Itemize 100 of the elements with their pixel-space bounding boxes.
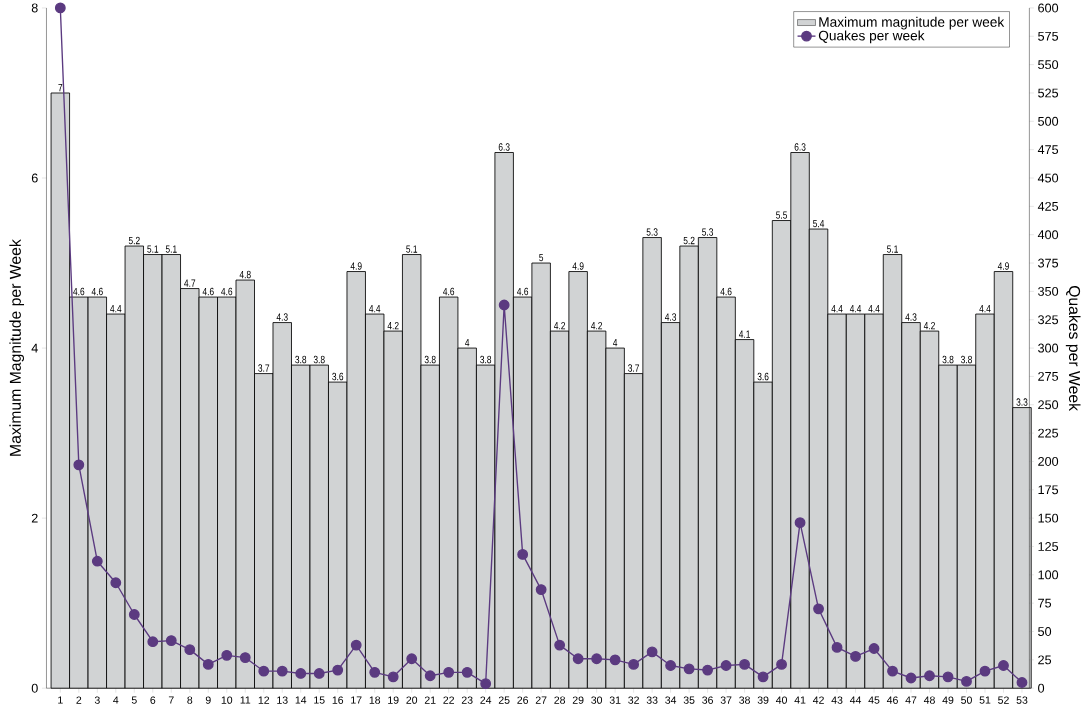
x-tick-label: 13 (277, 696, 288, 704)
x-tick-label: 11 (240, 696, 251, 704)
point (794, 517, 806, 528)
data-label: 3.8 (960, 355, 972, 364)
point (128, 608, 140, 620)
data-label: 4.4 (979, 304, 991, 313)
x-tick-label: 53 (1016, 696, 1028, 704)
point (184, 644, 196, 655)
y2-tick-label: 250 (1038, 400, 1059, 410)
x-tick-label: 24 (480, 696, 492, 704)
x-tick-label: 47 (905, 696, 917, 704)
x-tick-label: 14 (295, 696, 307, 704)
point (369, 666, 381, 678)
y2-tick-label: 500 (1038, 116, 1059, 126)
x-tick-label: 37 (720, 696, 732, 704)
x-tick-label: 23 (461, 696, 473, 704)
data-label: 5.1 (147, 245, 159, 253)
point (720, 659, 732, 671)
point (350, 639, 362, 651)
point (110, 577, 122, 589)
data-label: 4.6 (73, 287, 85, 296)
point (609, 654, 621, 666)
x-tick-label: 36 (702, 696, 713, 704)
x-tick-label: 4 (113, 696, 119, 704)
y2-tick-label: 200 (1038, 456, 1059, 466)
x-tick-label: 20 (406, 696, 418, 704)
data-label: 5.1 (165, 245, 177, 253)
data-label: 3.7 (628, 364, 640, 372)
legend-label: Quakes per week (818, 30, 925, 43)
data-label: 4.3 (276, 313, 288, 321)
data-label: 4.4 (849, 304, 862, 313)
x-tick-label: 45 (868, 696, 880, 704)
point (332, 664, 344, 676)
data-label: 5.3 (702, 228, 714, 236)
point (924, 670, 935, 681)
x-tick-label: 27 (535, 696, 547, 704)
y2-tick-label: 25 (1038, 655, 1052, 665)
x-tick-label: 21 (424, 696, 436, 704)
data-label: 4.9 (350, 262, 362, 270)
x-tick-label: 7 (168, 696, 174, 704)
y2-axis-title: Quakes per Week (1065, 285, 1081, 411)
x-tick-label: 43 (831, 696, 843, 704)
point (517, 548, 529, 560)
point (1016, 676, 1028, 688)
point (258, 665, 270, 677)
x-tick-label: 2 (76, 696, 82, 704)
data-label: 4.2 (554, 321, 566, 330)
data-label: 4.6 (91, 287, 103, 296)
y-tick-label: 2 (31, 513, 38, 523)
data-label: 4.6 (443, 287, 455, 296)
y2-tick-label: 350 (1038, 286, 1059, 296)
data-label: 4.6 (202, 287, 214, 296)
point (665, 659, 677, 671)
x-tick-label: 32 (628, 696, 639, 704)
point (313, 667, 325, 679)
data-label: 4 (465, 338, 470, 347)
point (554, 639, 566, 651)
data-label: 3.6 (757, 372, 769, 381)
point (276, 665, 288, 677)
y2-tick-label: 400 (1037, 230, 1059, 239)
y2-tick-label: 450 (1037, 173, 1059, 183)
x-tick-label: 42 (812, 696, 824, 704)
data-label: 3.8 (295, 355, 307, 364)
x-tick-label: 49 (942, 696, 954, 704)
y2-tick-label: 525 (1038, 88, 1059, 98)
x-tick-label: 29 (572, 696, 584, 704)
data-label: 5.3 (646, 228, 658, 236)
x-tick-label: 18 (369, 696, 381, 704)
data-label: 3.3 (1016, 398, 1028, 406)
y2-tick-label: 300 (1038, 343, 1059, 353)
x-tick-label: 38 (739, 696, 750, 704)
x-tick-label: 5 (131, 696, 137, 704)
x-tick-label: 6 (150, 696, 156, 704)
point (165, 635, 177, 646)
x-tick-label: 39 (757, 696, 769, 704)
point (646, 646, 658, 658)
x-tick-label: 46 (886, 696, 898, 704)
x-tick-label: 48 (923, 696, 935, 704)
point (961, 675, 972, 687)
y2-tick-label: 225 (1038, 428, 1059, 438)
x-tick-label: 25 (498, 696, 510, 704)
x-tick-label: 41 (794, 696, 806, 704)
data-label: 5 (539, 253, 544, 262)
x-tick-label: 8 (187, 696, 193, 704)
point (480, 678, 492, 689)
data-label: 4.3 (905, 313, 917, 321)
point (739, 658, 750, 670)
x-tick-label: 51 (979, 696, 991, 704)
y-axis-title: Maximum Magnitude per Week (9, 239, 25, 456)
data-label: 4.3 (664, 313, 677, 321)
point (813, 603, 824, 615)
point (424, 670, 436, 681)
point (73, 459, 85, 471)
x-tick-label: 9 (205, 696, 211, 704)
x-tick-label: 15 (314, 696, 325, 704)
y2-tick-label: 600 (1038, 3, 1059, 13)
point (868, 642, 880, 654)
y-tick-label: 4 (31, 343, 38, 353)
data-label: 3.6 (332, 372, 344, 381)
data-label: 3.8 (313, 355, 325, 364)
